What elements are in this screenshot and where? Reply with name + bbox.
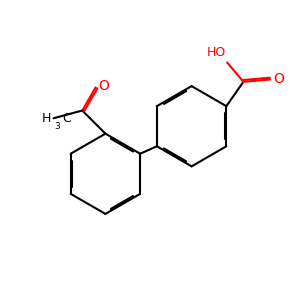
Text: O: O xyxy=(98,79,109,93)
Text: HO: HO xyxy=(206,46,226,59)
Text: H: H xyxy=(42,112,51,125)
Text: 3: 3 xyxy=(54,122,60,131)
Text: C: C xyxy=(62,112,71,125)
Text: O: O xyxy=(273,73,284,86)
